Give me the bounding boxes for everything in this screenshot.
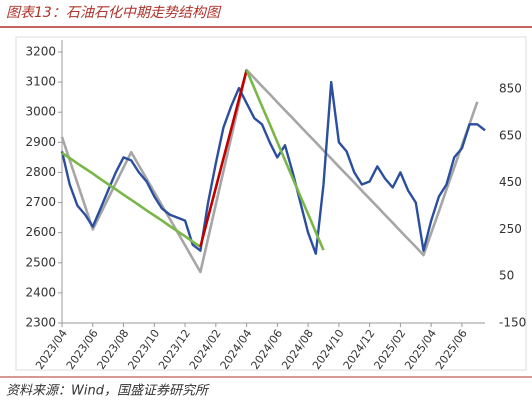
y-tick-label: 2800 bbox=[25, 165, 56, 179]
y2-tick-label: -150 bbox=[499, 316, 526, 330]
y-tick-label: 2400 bbox=[25, 285, 56, 299]
x-tick-label: 2025/06 bbox=[433, 327, 470, 372]
series-line bbox=[60, 80, 486, 255]
y-tick-label: 2900 bbox=[25, 135, 56, 149]
chart-frame bbox=[15, 36, 527, 371]
series-line bbox=[199, 69, 248, 248]
y-tick-label: 3100 bbox=[25, 75, 56, 89]
y-tick-label: 3200 bbox=[25, 45, 56, 59]
y2-tick-label: 50 bbox=[499, 269, 514, 283]
series-line bbox=[245, 69, 325, 251]
y-tick-label: 2300 bbox=[25, 316, 56, 330]
y2-tick-label: 450 bbox=[499, 175, 522, 189]
y2-tick-label: 250 bbox=[499, 222, 522, 236]
y2-tick-label: 650 bbox=[499, 128, 522, 142]
series-line bbox=[61, 151, 202, 248]
source: 资料来源：Wind，国盛证券研究所 bbox=[6, 383, 210, 399]
y-tick-label: 2600 bbox=[25, 225, 56, 239]
y-tick-label: 2500 bbox=[25, 255, 56, 269]
series-line bbox=[60, 68, 479, 274]
y-tick-label: 2700 bbox=[25, 195, 56, 209]
chart-title: 图表13：石油石化中期走势结构图 bbox=[6, 5, 222, 21]
y-tick-label: 3000 bbox=[25, 105, 56, 119]
y2-tick-label: 850 bbox=[499, 81, 522, 95]
